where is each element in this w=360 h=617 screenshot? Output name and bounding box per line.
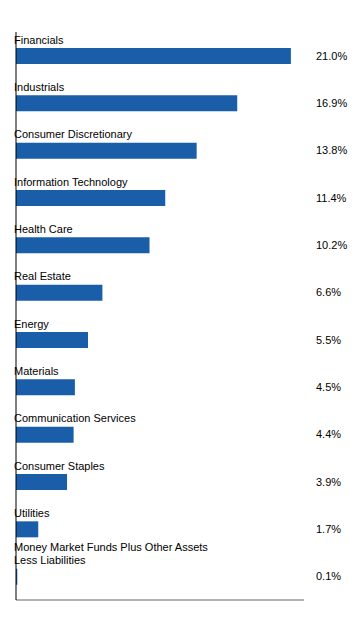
svg-text:6.6%: 6.6% [316,286,341,298]
svg-text:21.0%: 21.0% [316,50,347,62]
svg-text:Information Technology: Information Technology [14,176,128,188]
svg-text:0.1%: 0.1% [316,570,341,582]
svg-text:3.9%: 3.9% [316,476,341,488]
svg-text:10.2%: 10.2% [316,239,347,251]
svg-text:Industrials: Industrials [14,81,65,93]
svg-text:Real Estate: Real Estate [14,270,71,282]
svg-text:11.4%: 11.4% [316,192,347,204]
svg-text:4.4%: 4.4% [316,428,341,440]
svg-text:Utilities: Utilities [14,507,50,519]
svg-text:Communication Services: Communication Services [14,412,136,424]
svg-text:Energy: Energy [14,318,49,330]
svg-text:4.5%: 4.5% [316,381,341,393]
svg-text:Materials: Materials [14,365,59,377]
svg-text:13.8%: 13.8% [316,144,347,156]
svg-text:Consumer Staples: Consumer Staples [14,460,105,472]
svg-text:5.5%: 5.5% [316,334,341,346]
svg-text:Financials: Financials [14,34,64,46]
svg-text:Consumer Discretionary: Consumer Discretionary [14,128,132,140]
svg-text:16.9%: 16.9% [316,97,347,109]
svg-text:Health Care: Health Care [14,223,73,235]
svg-text:1.7%: 1.7% [316,523,341,535]
svg-text:Money Market Funds Plus Other: Money Market Funds Plus Other AssetsLess… [14,541,208,566]
